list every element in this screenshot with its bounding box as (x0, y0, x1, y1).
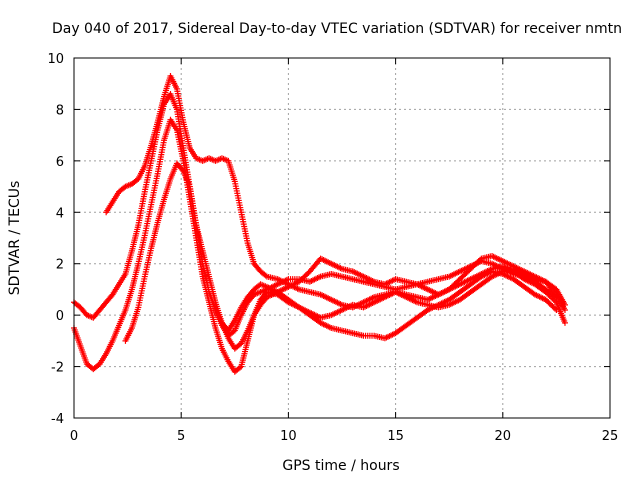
data-points (71, 73, 568, 375)
y-tick-label: 10 (47, 52, 64, 67)
y-tick-label: -4 (51, 412, 64, 427)
data-point (477, 256, 484, 263)
x-tick-label: 5 (177, 429, 185, 444)
y-tick-label: 2 (56, 258, 64, 273)
data-point (561, 307, 568, 313)
y-tick-labels: -4 -2 0 2 4 6 8 10 (47, 52, 64, 427)
grid-lines (74, 58, 610, 418)
x-axis-label: GPS time / hours (282, 458, 399, 474)
data-point (553, 307, 560, 313)
x-tick-label: 10 (280, 429, 297, 444)
y-tick-label: 6 (56, 155, 64, 170)
series-track-5 (212, 268, 560, 342)
x-tick-label: 20 (495, 429, 512, 444)
y-axis-label: SDTVAR / TECUs (7, 181, 23, 296)
data-point (179, 166, 186, 173)
data-point (236, 364, 243, 371)
x-tick-label: 25 (602, 429, 619, 444)
y-tick-label: 4 (56, 206, 64, 221)
y-tick-label: 8 (56, 103, 64, 118)
series-track-1 (71, 91, 568, 339)
y-tick-label: -2 (51, 361, 64, 376)
x-tick-label: 15 (387, 429, 404, 444)
axis-ticks (73, 57, 611, 419)
y-tick-label: 0 (56, 309, 64, 324)
chart-title: Day 040 of 2017, Sidereal Day-to-day VTE… (52, 21, 622, 37)
series-track-4 (122, 160, 568, 352)
data-point (552, 305, 559, 312)
data-point (262, 272, 269, 279)
series-track-3 (103, 73, 560, 311)
plot-frame (73, 57, 611, 419)
data-point (561, 319, 568, 326)
x-tick-label: 0 (70, 429, 78, 444)
x-tick-labels: 0 5 10 15 20 25 (70, 429, 618, 444)
